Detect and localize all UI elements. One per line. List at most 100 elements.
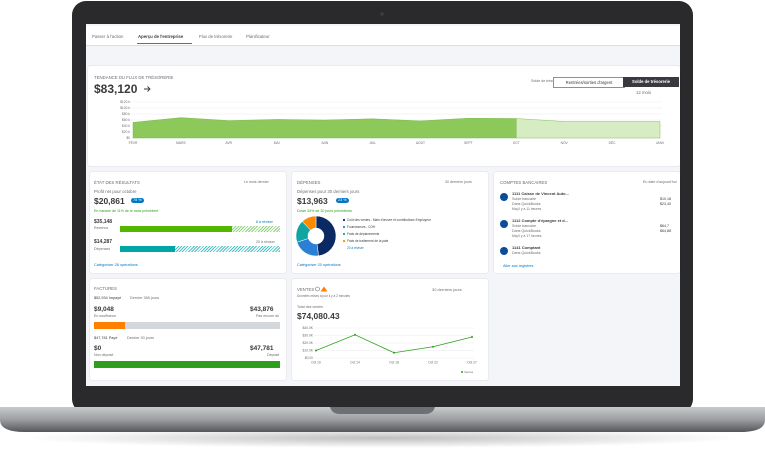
toggle-option[interactable]: Rentrées/sorties d'argent — [553, 77, 625, 88]
expenses-review-bar — [175, 246, 280, 252]
unpaid: $52,934 Impayé — [94, 296, 122, 300]
refresh-warning-icons[interactable] — [315, 286, 329, 292]
expenses-bar — [120, 246, 175, 252]
amount: $13,963 — [297, 196, 328, 206]
y-tick-label: $40 k — [122, 124, 130, 128]
legend-swatch — [461, 371, 463, 373]
tab[interactable]: Passer à l'action — [92, 34, 124, 39]
account-name: 1112 Compte d'épargne et d... — [512, 218, 569, 223]
updated: Maj il y a 11 heures — [512, 207, 542, 211]
legend-swatch — [342, 218, 346, 222]
shadow — [22, 428, 742, 448]
base — [0, 407, 765, 432]
review-link: 20 à réviser — [347, 246, 365, 250]
label: Dépenses — [94, 247, 111, 251]
link[interactable]: Aller aux registres — [503, 264, 534, 268]
subtitle: Dépenses pour 30 derniers jours — [297, 189, 360, 194]
x-tick-label: OCT — [513, 141, 520, 145]
total-label: Total des ventes — [297, 305, 323, 309]
period-select[interactable]: 30 derniers jours — [432, 287, 462, 292]
sales-chart: $0.00 $10.0K $20.0K $30.0K $40.0K Oct 10 Oct 1… — [303, 326, 477, 374]
account-name: 1141 Comptant — [512, 245, 541, 250]
tab-bar — [86, 26, 680, 46]
bank-icon — [500, 193, 508, 201]
expenses: $14,287 — [94, 239, 113, 245]
toggle-label: Solde de trésorerie — [531, 79, 562, 83]
toggle-option-active[interactable]: Solde de trésorerie — [623, 77, 679, 87]
period-select[interactable]: 30 derniers jours — [445, 180, 472, 184]
x-tick-label: SEPT — [464, 141, 473, 145]
x-tick-label: NOV — [561, 141, 569, 145]
x-tick-label: JUIN — [321, 141, 329, 145]
tab-underline — [137, 43, 192, 45]
revenue-bar — [120, 226, 232, 232]
paid: $47,781 Payé — [94, 336, 118, 340]
camera — [380, 12, 384, 16]
y-tick-label: $20.0K — [303, 341, 314, 345]
qb-balance: $64,88 — [660, 229, 671, 233]
revenue-review-bar — [232, 226, 280, 232]
period-select[interactable]: En date d'aujourd'hui — [643, 180, 677, 184]
overdue: $9,048 — [94, 306, 114, 313]
x-tick-label: AVR — [226, 141, 233, 145]
unpaid-period: Dernier 365 jours — [130, 296, 160, 300]
tab[interactable]: Flux de trésorerie — [199, 34, 233, 39]
legend-label: Coût des ventes - Main d'œuvre et contri… — [347, 218, 432, 222]
slice — [315, 215, 337, 257]
y-tick-label: $60 k — [122, 118, 130, 122]
slice — [301, 215, 317, 231]
deposited: $47,781 — [250, 345, 274, 352]
label: Solde bancaire — [512, 197, 536, 201]
cash-flow-title: TENDANCE DU FLUX DE TRÉSORERIE — [94, 75, 174, 80]
badge: 23 % — [336, 197, 349, 203]
divider — [86, 45, 680, 46]
area — [516, 118, 661, 139]
sales-card — [292, 279, 488, 380]
x-tick-label: FÉVR — [129, 140, 138, 145]
point — [432, 345, 434, 348]
card-title: DÉPENSES — [297, 180, 321, 185]
badge: 75 % — [131, 197, 144, 203]
x-tick-label: Oct 14 — [350, 361, 360, 365]
x-tick-label: AOÛT — [416, 140, 425, 145]
review-link[interactable]: 8 à réviser — [256, 220, 273, 224]
card-title: ÉTAT DES RÉSULTATS — [94, 180, 140, 185]
link[interactable]: Catégoriser 20 opérations — [297, 263, 341, 267]
x-tick-label: DÉC — [609, 140, 617, 145]
arrow-icon[interactable] — [143, 85, 151, 93]
bank-card — [494, 172, 680, 273]
y-tick-label: $20 k — [122, 130, 130, 134]
subtitle: Profit net pour octobre — [94, 189, 137, 194]
y-tick-label: $40.0K — [303, 326, 314, 330]
label: Dans QuickBooks — [512, 251, 541, 255]
x-tick-label: Oct 10 — [311, 361, 321, 365]
updated: Maj il y a 17 heures — [512, 234, 542, 238]
review-link[interactable]: 20 à réviser — [256, 240, 275, 244]
total: $74,080.43 — [297, 311, 340, 321]
overdue-bar — [94, 322, 125, 329]
point — [315, 349, 317, 352]
deposited-bar — [94, 361, 280, 368]
bank-balance: $10,18 — [660, 197, 671, 201]
area — [132, 117, 517, 139]
cash-flow-amount: $83,120 — [94, 82, 138, 96]
card-title: FACTURES — [94, 286, 117, 291]
amount: $20,861 — [94, 196, 125, 206]
point — [393, 351, 395, 354]
link[interactable]: Catégoriser 28 opérations — [94, 263, 138, 267]
y-tick-label: $0 — [126, 136, 130, 140]
bank-icon — [500, 247, 508, 255]
label: Dans QuickBooks — [512, 229, 541, 233]
period-select[interactable]: Le mois dernier — [244, 180, 269, 184]
label: Non déposé — [94, 353, 114, 357]
legend-swatch — [342, 225, 346, 229]
tab[interactable]: Planificateur — [246, 34, 270, 39]
card-title: VENTES — [297, 287, 315, 292]
bank-icon — [500, 220, 508, 228]
point — [354, 333, 356, 336]
tab-active[interactable]: Aperçu de l'entreprise — [138, 34, 184, 39]
x-tick-label: Oct 27 — [467, 361, 477, 365]
trend: En hausse de 11% de le mois précédent — [94, 209, 159, 213]
trend: Down 34% de 30 jours précédents — [297, 209, 352, 213]
